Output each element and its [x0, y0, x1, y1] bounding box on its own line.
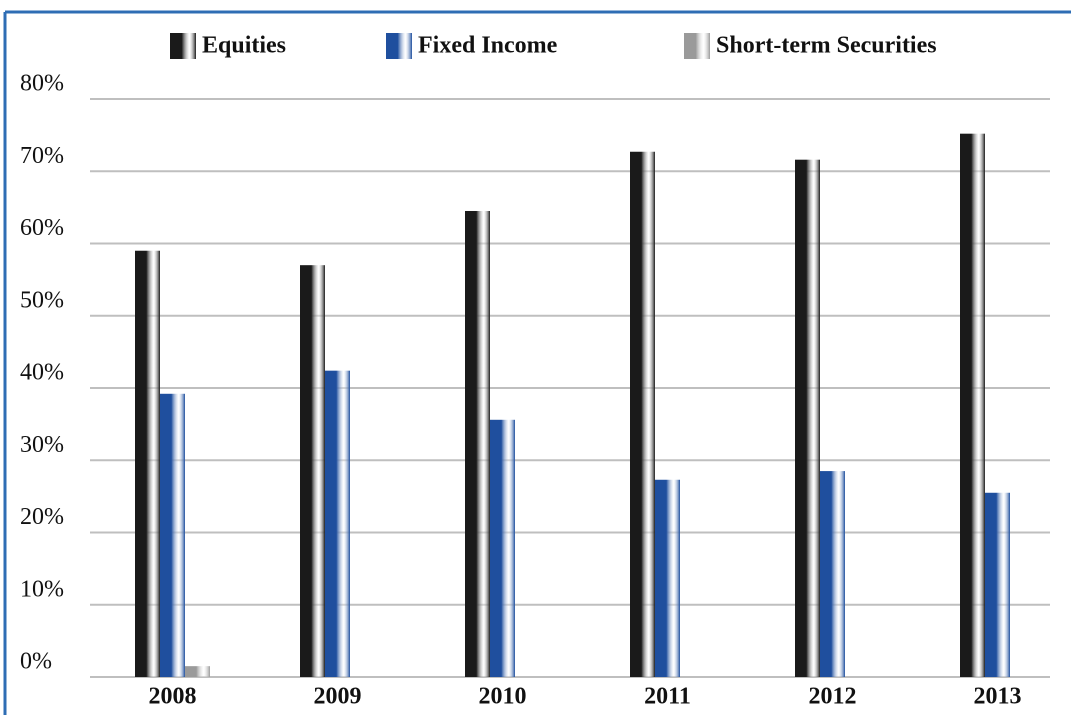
y-tick-label: 20% [20, 504, 64, 530]
bar [655, 479, 680, 677]
y-tick-label: 80% [20, 71, 64, 97]
bar [960, 133, 985, 677]
bar [490, 419, 515, 677]
bar [630, 151, 655, 677]
bar [985, 492, 1010, 677]
y-tick-label: 30% [20, 432, 64, 458]
x-tick-label: 2008 [149, 684, 197, 710]
y-tick-label: 10% [20, 576, 64, 602]
bar [325, 370, 350, 677]
legend-label: Fixed Income [418, 33, 558, 59]
x-tick-label: 2013 [974, 684, 1022, 710]
y-tick-label: 40% [20, 360, 64, 386]
y-tick-label: 60% [20, 215, 64, 241]
bar [820, 471, 845, 677]
bar [185, 666, 210, 677]
y-tick-label: 70% [20, 143, 64, 169]
legend-label: Short-term Securities [716, 33, 937, 59]
bar [135, 250, 160, 677]
legend-swatch [170, 33, 196, 59]
y-tick-label: 0% [20, 649, 52, 675]
bar [465, 210, 490, 678]
legend-swatch [684, 33, 710, 59]
legend-swatch [386, 33, 412, 59]
x-tick-label: 2011 [644, 684, 691, 710]
x-tick-label: 2010 [479, 684, 527, 710]
bar [795, 159, 820, 677]
x-tick-label: 2009 [314, 684, 362, 710]
bar [300, 265, 325, 677]
bar [160, 393, 185, 677]
legend-label: Equities [202, 33, 286, 59]
x-tick-label: 2012 [809, 684, 857, 710]
y-tick-label: 50% [20, 287, 64, 313]
